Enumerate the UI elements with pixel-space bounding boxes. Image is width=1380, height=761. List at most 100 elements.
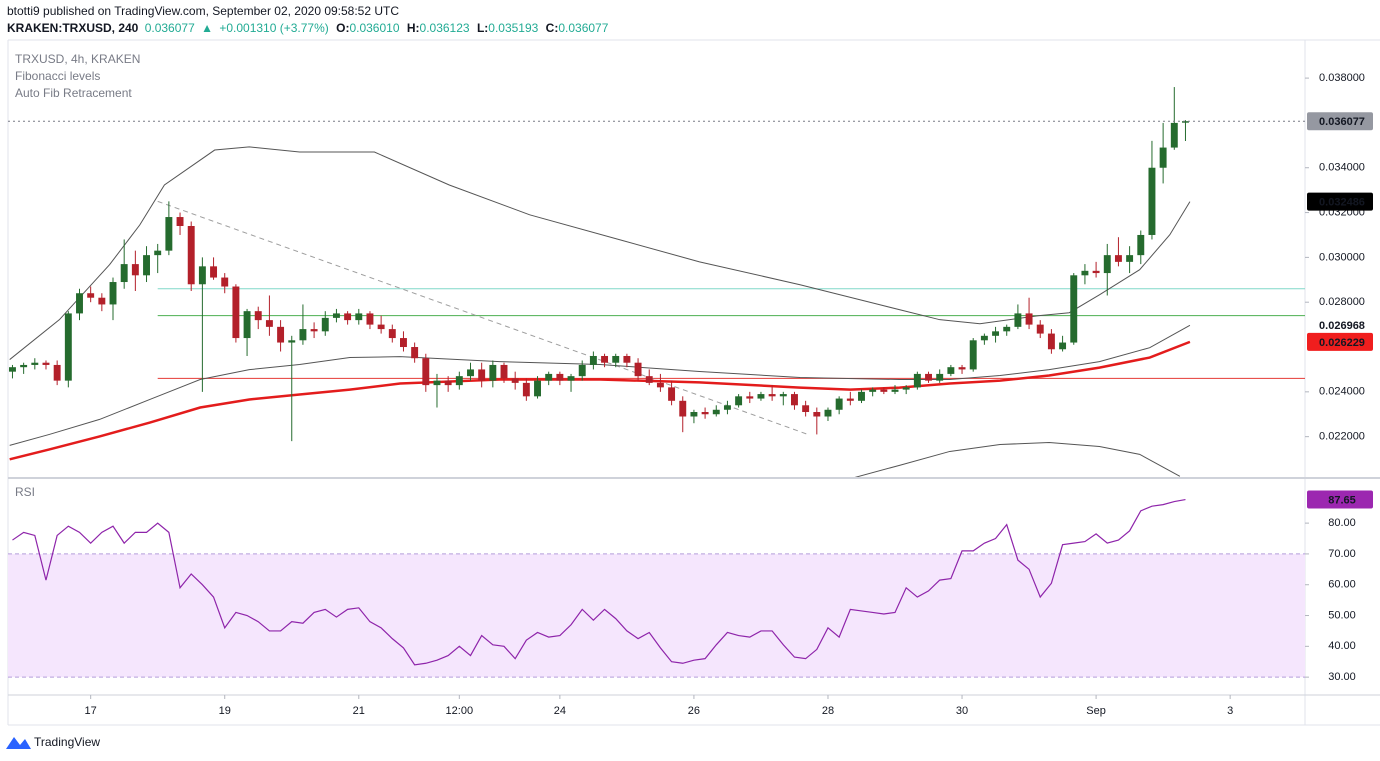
candle-body [120, 264, 128, 283]
candle-body [567, 376, 575, 381]
y-tick-label: 0.034000 [1319, 162, 1365, 174]
candle-body [1103, 255, 1111, 274]
y-tick-label: 0.030000 [1319, 251, 1365, 263]
price-label: 87.65 [1328, 494, 1356, 506]
candle-body [522, 382, 530, 397]
candle-body [400, 338, 407, 348]
candle-body [511, 378, 519, 383]
legend-item: TRXUSD, 4h, KRAKEN [15, 52, 140, 66]
candle-body [1126, 255, 1134, 262]
candle-body [869, 389, 877, 392]
candle-body [478, 369, 486, 381]
candle-body [634, 362, 642, 377]
ohlc-value: 0.036077 [558, 21, 608, 35]
candle-body [422, 358, 430, 386]
candle-body [746, 396, 754, 399]
candle-body [958, 367, 966, 370]
y-tick-label: 50.00 [1328, 609, 1356, 621]
price-pane [8, 87, 1305, 477]
rsi-line [12, 498, 1186, 666]
ohlc-value: 0.036010 [349, 21, 399, 35]
candle-body [779, 394, 787, 397]
indicator-line [9, 340, 1191, 461]
candle-body [1182, 121, 1189, 123]
candle-body [858, 391, 865, 401]
rsi-pane [8, 498, 1305, 678]
rsi-band [8, 553, 1305, 678]
candle-body [1159, 147, 1167, 168]
candle-body [198, 266, 206, 285]
candle-body [1148, 167, 1156, 235]
candle-body [9, 367, 16, 372]
candle-body [612, 355, 620, 363]
y-tick-label: 60.00 [1328, 579, 1356, 591]
candle-body [1170, 122, 1178, 148]
candle-body [265, 320, 273, 327]
x-tick-label: 12:00 [446, 705, 474, 717]
candle-body [1059, 342, 1067, 350]
x-tick-label: 21 [353, 705, 365, 717]
candle-body [723, 405, 731, 410]
candle-body [813, 412, 821, 417]
candle-body [757, 394, 765, 399]
candle-body [534, 380, 541, 397]
candle-body [310, 329, 318, 332]
x-tick-label: 3 [1227, 705, 1233, 717]
candle-body [668, 387, 676, 401]
x-tick-label: 19 [219, 705, 231, 717]
candle-body [165, 217, 173, 251]
indicator-line [9, 146, 1191, 360]
candle-body [321, 317, 329, 332]
change: +0.001310 (+3.77%) [219, 21, 328, 35]
candle-body [556, 373, 564, 381]
candle-body [768, 394, 776, 397]
candle-body [1003, 326, 1011, 332]
candle-body [701, 412, 709, 415]
legend-item: Fibonacci levels [15, 69, 100, 83]
price-label: 0.026968 [1319, 320, 1365, 332]
arrow: ▲ [201, 21, 213, 35]
candle-body [880, 389, 888, 392]
candle-body [131, 264, 139, 276]
candle-body [53, 364, 61, 381]
candle-body [1114, 255, 1122, 262]
footer-logo: TradingView [6, 735, 100, 749]
indicator-line [854, 441, 1181, 477]
candle-body [254, 311, 262, 321]
candle-body [589, 355, 597, 365]
candle-body [489, 364, 497, 381]
candle-body [366, 313, 374, 325]
candle-body [288, 340, 296, 343]
brand: TradingView [34, 735, 100, 749]
candle-body [712, 409, 720, 415]
candle-body [735, 396, 743, 406]
x-tick-label: 24 [554, 705, 566, 717]
symbol: KRAKEN:TRXUSD, 240 [7, 21, 139, 35]
candle-body [332, 313, 340, 318]
candle-body [355, 313, 363, 321]
candle-body [176, 217, 184, 227]
candle-body [1047, 333, 1055, 350]
x-tick-label: 28 [822, 705, 834, 717]
publish-line: btotti9 published on TradingView.com, Se… [7, 4, 399, 18]
candle-body [500, 364, 508, 379]
indicator-line [9, 324, 1191, 446]
x-tick-label: 30 [956, 705, 968, 717]
candle-body [980, 335, 988, 341]
candle-body [679, 400, 687, 417]
candle-body [187, 226, 195, 285]
candle-body [467, 369, 474, 377]
candle-body [455, 376, 463, 386]
y-tick-label: 70.00 [1328, 548, 1356, 560]
x-tick-label: 26 [688, 705, 700, 717]
candle-body [221, 277, 229, 287]
logo-icon [6, 737, 31, 749]
y-tick-label: 0.022000 [1319, 431, 1365, 443]
y-tick-label: 0.038000 [1319, 72, 1365, 84]
candle-body [690, 412, 698, 417]
y-tick-label: 40.00 [1328, 640, 1356, 652]
y-tick-label: 30.00 [1328, 671, 1356, 683]
candle-body [64, 313, 72, 381]
candle-body [835, 398, 843, 410]
